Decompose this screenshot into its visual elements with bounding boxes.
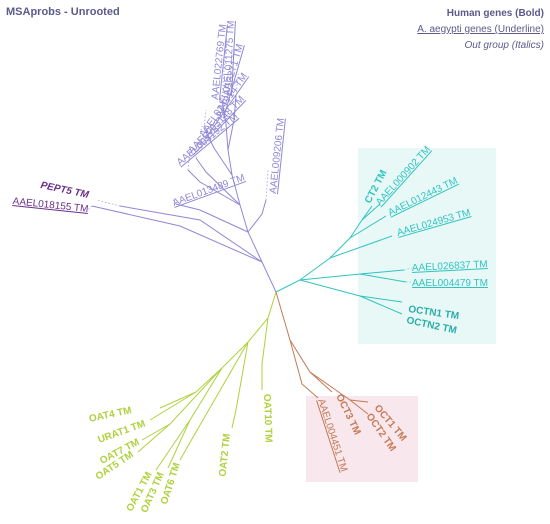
- highlights: [306, 148, 496, 482]
- tip-pept5: PEPT5 TM: [40, 180, 91, 201]
- legend-human-genes: Human genes (Bold): [446, 8, 544, 19]
- tip-oat4: OAT4 TM: [88, 405, 133, 425]
- purple-leader-lines: [85, 39, 269, 213]
- tip-aael018155: AAEL018155 TM: [12, 196, 89, 215]
- tip-oat10: OAT10 TM: [261, 394, 274, 443]
- legend-out-group: Out group (Italics): [464, 40, 544, 51]
- tip-aael011275: AAEL011275 TM: [222, 20, 237, 96]
- style-legend: Human genes (Bold) A. aegypti genes (Und…: [417, 6, 544, 54]
- tip-aael013489: AAEL013489 TM: [171, 172, 246, 208]
- tip-aael004479: AAEL004479 TM: [412, 278, 488, 289]
- legend-aedes-genes: A. aegypti genes (Underline): [417, 24, 544, 35]
- lime-clade-branches: [137, 291, 277, 471]
- teal-clade-branches: [275, 203, 407, 315]
- tip-aael009206: AAEL009206 TM: [268, 118, 287, 195]
- tip-urat1: URAT1 TM: [96, 418, 147, 445]
- purple-clade-branches: [91, 95, 277, 293]
- figure-title: MSAprobs - Unrooted: [6, 6, 120, 18]
- tip-aael026837: AAEL026837 TM: [412, 259, 488, 274]
- tip-oat2: OAT2 TM: [218, 433, 233, 477]
- brown-clade-branches: [275, 291, 369, 415]
- branches: [85, 39, 413, 471]
- teal-leader-lines: [403, 267, 413, 283]
- highlight-pink-group: [306, 396, 418, 482]
- highlight-teal-group: [358, 148, 496, 344]
